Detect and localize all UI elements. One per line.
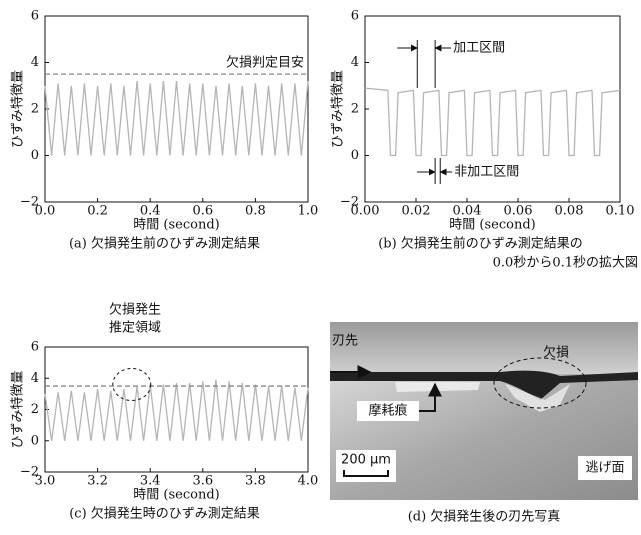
x-tick-label: 0.6 <box>192 204 213 219</box>
x-axis-label: 時間 (second) <box>449 218 535 233</box>
y-tick-label: 0 <box>351 148 359 163</box>
x-tick-label: 0.08 <box>555 204 584 219</box>
annotation: 非加工区間 <box>454 165 519 180</box>
x-tick-label: 4.0 <box>298 474 319 489</box>
x-axis-label: 時間 (second) <box>133 218 219 233</box>
edge-label: 刃先 <box>332 334 358 349</box>
caption: (c) 欠損発生時のひずみ測定結果 <box>69 506 260 522</box>
x-tick-label: 0.10 <box>606 204 635 219</box>
y-tick-label: 2 <box>351 102 359 117</box>
defect-label: 欠損 <box>543 345 569 361</box>
y-tick-label: 4 <box>31 371 39 386</box>
annotation: 加工区間 <box>453 41 505 56</box>
x-tick-label: 3.0 <box>35 474 56 489</box>
photo-caption: (d) 欠損発生後の刃先写真 <box>408 509 561 525</box>
caption: 0.0秒から0.1秒の拡大図 <box>493 256 638 271</box>
y-tick-label: 6 <box>351 9 359 24</box>
x-tick-label: 0.06 <box>504 204 533 219</box>
threshold-label: 欠損判定目安 <box>226 55 304 71</box>
y-tick-label: 6 <box>31 9 39 24</box>
caption: (b) 欠損発生前のひずみ測定結果の <box>378 236 583 252</box>
plot-frame <box>45 347 308 472</box>
x-tick-label: 3.4 <box>140 474 161 489</box>
x-tick-label: 0.00 <box>351 204 380 219</box>
caption: (a) 欠損発生前のひずみ測定結果 <box>69 236 260 252</box>
y-axis-label: ひずみ特徴量 <box>11 70 26 148</box>
y-tick-label: 2 <box>31 102 39 117</box>
x-tick-label: 3.2 <box>87 474 108 489</box>
wear-label: 摩耗痕 <box>368 403 407 419</box>
photo: 刃先 欠損 摩耗痕 200 μm 逃げ面 (d) 欠損発生後の刃先写真 <box>330 322 638 525</box>
signal-line <box>45 380 308 441</box>
x-tick-label: 3.8 <box>245 474 266 489</box>
y-tick-label: 6 <box>31 340 39 355</box>
y-tick-label: 4 <box>31 55 39 70</box>
y-tick-label: 0 <box>31 433 39 448</box>
x-tick-label: 3.6 <box>192 474 213 489</box>
x-tick-label: 0.02 <box>402 204 431 219</box>
x-axis-label: 時間 (second) <box>133 488 219 503</box>
annotation: 欠損発生 <box>109 302 161 318</box>
x-tick-label: 0.8 <box>245 204 266 219</box>
face-label: 逃げ面 <box>585 461 624 476</box>
signal-line <box>45 81 308 155</box>
signal-line <box>365 88 620 155</box>
plot-frame <box>45 16 308 202</box>
x-tick-label: 1.0 <box>298 204 319 219</box>
x-tick-label: 0.04 <box>453 204 482 219</box>
y-axis-label: ひずみ特徴量 <box>11 370 26 448</box>
photo-background <box>330 322 638 374</box>
y-tick-label: 0 <box>31 148 39 163</box>
scale-label: 200 μm <box>341 453 391 468</box>
annotation: 推定領域 <box>109 320 161 336</box>
y-axis-label: ひずみ特徴量 <box>331 70 346 148</box>
x-tick-label: 0.2 <box>87 204 108 219</box>
figure: 刃先 欠損 摩耗痕 200 μm 逃げ面 (d) 欠損発生後の刃先写真 −202… <box>0 0 641 535</box>
estimate-ellipse <box>113 369 151 401</box>
y-tick-label: 4 <box>351 55 359 70</box>
x-tick-label: 0.0 <box>35 204 56 219</box>
page: {"chart_data":[ {"type":"line","x_label"… <box>0 0 641 535</box>
x-tick-label: 0.4 <box>140 204 161 219</box>
y-tick-label: 2 <box>31 402 39 417</box>
